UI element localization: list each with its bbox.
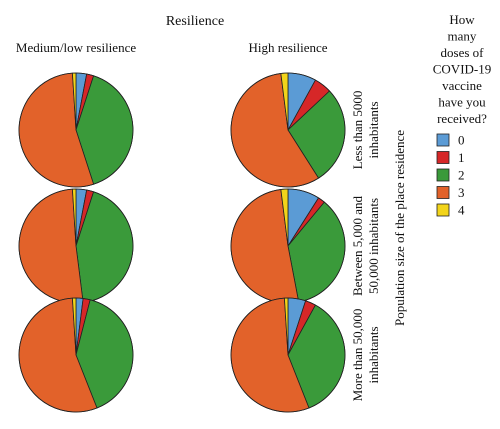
legend-label-4: 4 bbox=[458, 203, 465, 218]
legend-title-line: doses of bbox=[441, 45, 485, 60]
column-header-medium-low: Medium/low resilience bbox=[16, 40, 136, 55]
row-label-1-line-2: inhabitants bbox=[366, 101, 381, 158]
row-label-3: More than 50,000 inhabitants bbox=[350, 309, 381, 402]
row-label-3-line-1: More than 50,000 bbox=[350, 309, 365, 402]
legend-title-line: received? bbox=[437, 111, 487, 126]
legend-items: 0 1 2 3 4 bbox=[436, 133, 465, 218]
pie-r1-c1 bbox=[18, 72, 134, 188]
pies-layer bbox=[18, 72, 346, 413]
legend-title-line: COVID-19 bbox=[433, 62, 492, 77]
row-axis-label-text: Population size of the place residence bbox=[392, 130, 407, 326]
legend-title-line: How bbox=[449, 12, 475, 27]
pie-r2-c2 bbox=[230, 188, 346, 304]
pie-outline bbox=[18, 297, 134, 413]
legend-title-line: many bbox=[448, 29, 477, 44]
pie-r3-c2 bbox=[230, 297, 346, 413]
legend-swatch-0 bbox=[436, 133, 450, 147]
pie-outline bbox=[230, 72, 346, 188]
pie-outline bbox=[18, 72, 134, 188]
row-label-1: Less than 5000 inhabitants bbox=[350, 91, 381, 170]
row-label-3-line-2: inhabitants bbox=[366, 326, 381, 383]
pie-outline bbox=[230, 297, 346, 413]
column-header-high: High resilience bbox=[248, 40, 327, 55]
legend-label-1: 1 bbox=[458, 150, 465, 165]
pie-r1-c2 bbox=[230, 72, 346, 188]
legend-swatch-3 bbox=[436, 186, 450, 199]
row-label-1-line-1: Less than 5000 bbox=[350, 91, 365, 170]
legend-swatch-1 bbox=[436, 151, 450, 164]
legend-swatch-4 bbox=[436, 203, 450, 217]
legend-swatch-2 bbox=[436, 168, 450, 182]
pie-r2-c1 bbox=[18, 188, 134, 304]
row-axis-label: Population size of the place residence bbox=[392, 130, 407, 326]
row-label-2-line-1: Between 5,000 and bbox=[350, 196, 365, 297]
row-label-2-line-2: 50,000 inhabitants bbox=[366, 198, 381, 294]
pie-r3-c1 bbox=[18, 297, 134, 413]
legend-label-2: 2 bbox=[458, 168, 465, 183]
chart-title: Resilience bbox=[166, 14, 224, 29]
legend-label-3: 3 bbox=[458, 185, 465, 200]
row-label-2: Between 5,000 and 50,000 inhabitants bbox=[350, 196, 381, 297]
legend-title-line: vaccine bbox=[442, 78, 482, 93]
legend-title-line: have you bbox=[438, 95, 486, 110]
legend-label-0: 0 bbox=[458, 133, 465, 148]
